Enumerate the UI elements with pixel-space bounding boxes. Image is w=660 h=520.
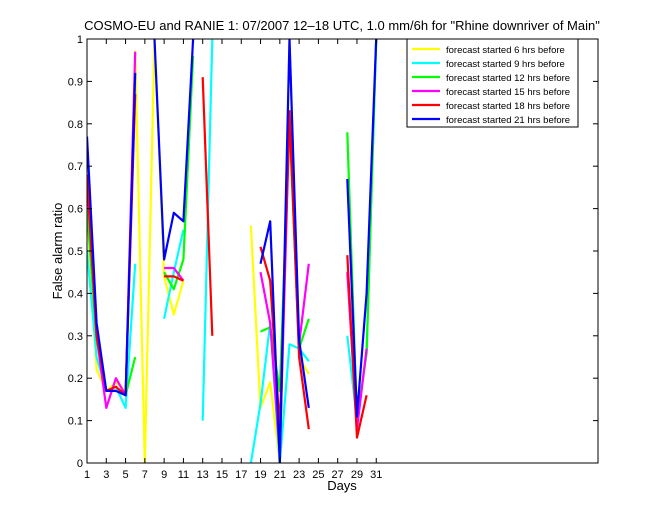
series-line-6 xyxy=(153,39,195,261)
y-tick-label: 0.5 xyxy=(68,246,83,258)
x-tick-label: 23 xyxy=(293,469,305,481)
x-tick-label: 5 xyxy=(123,469,129,481)
legend-label: forecast started 12 hrs before xyxy=(446,73,570,84)
series-line-2 xyxy=(163,229,185,320)
x-tick-label: 15 xyxy=(216,469,228,481)
series-line-6 xyxy=(346,39,378,418)
x-tick-label: 11 xyxy=(178,469,189,481)
y-tick-label: 0.8 xyxy=(68,119,83,131)
axis-layer: 1 3 5 7 9 11 13 15 17 19 21 23 25 27 29 3100.10.20.30.4… xyxy=(68,34,598,481)
x-tick-label: 27 xyxy=(332,469,344,481)
series-line-6 xyxy=(87,72,137,397)
series-line-4 xyxy=(164,266,185,282)
series-line-5 xyxy=(164,275,184,282)
y-tick-label: 0.9 xyxy=(68,76,83,88)
y-tick-label: 0.2 xyxy=(68,373,83,385)
x-tick-label: 21 xyxy=(274,469,286,481)
x-tick-label: 31 xyxy=(370,469,382,481)
x-tick-label: 19 xyxy=(254,469,266,481)
series-line-5 xyxy=(346,255,368,439)
y-tick-label: 1 xyxy=(77,34,83,46)
legend: forecast started 6 hrs before forecast st… xyxy=(406,38,579,128)
y-tick-label: 0 xyxy=(77,458,83,470)
y-tick-label: 0.6 xyxy=(68,204,83,216)
y-tick-label: 0.4 xyxy=(68,288,83,300)
legend-label: forecast started 6 hrs before xyxy=(446,45,565,56)
x-tick-label: 29 xyxy=(351,469,363,481)
x-tick-label: 17 xyxy=(235,469,247,481)
x-tick-label: 7 xyxy=(142,469,148,481)
x-axis-label: Days xyxy=(327,478,357,493)
legend-label: forecast started 9 hrs before xyxy=(446,59,565,70)
x-tick-label: 9 xyxy=(161,469,167,481)
x-tick-label: 25 xyxy=(312,469,324,481)
series-layer xyxy=(87,39,378,463)
legend-label: forecast started 15 hrs before xyxy=(446,87,570,98)
y-tick-label: 0.1 xyxy=(68,416,83,428)
chart-title: COSMO-EU and RANIE 1: 07/2007 12–18 UTC,… xyxy=(84,18,600,33)
series-line-6 xyxy=(259,39,310,463)
x-tick-label: 1 xyxy=(84,469,90,481)
legend-label: forecast started 18 hrs before xyxy=(446,101,570,112)
y-tick-label: 0.7 xyxy=(68,161,83,173)
legend-label: forecast started 21 hrs before xyxy=(446,115,570,126)
y-tick-label: 0.3 xyxy=(68,331,83,343)
x-tick-label: 3 xyxy=(103,469,109,481)
legend-box xyxy=(406,38,579,128)
series-line-5 xyxy=(201,77,214,336)
y-axis-label: False alarm ratio xyxy=(50,203,65,300)
x-tick-label: 13 xyxy=(197,469,209,481)
